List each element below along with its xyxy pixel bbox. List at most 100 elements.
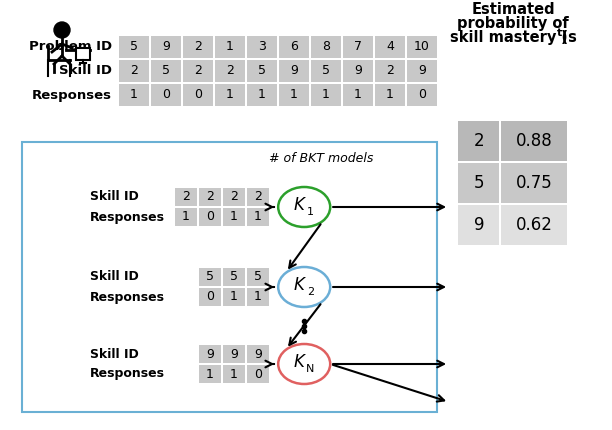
FancyBboxPatch shape <box>223 288 245 306</box>
Text: 2: 2 <box>206 190 214 203</box>
Text: 0: 0 <box>162 89 170 101</box>
Text: 0: 0 <box>206 211 214 224</box>
Text: 1: 1 <box>307 207 314 217</box>
Text: skill mastery (s: skill mastery (s <box>450 30 577 45</box>
Text: # of BKT models: # of BKT models <box>269 152 373 165</box>
Text: 1: 1 <box>226 89 234 101</box>
FancyBboxPatch shape <box>247 345 269 363</box>
Text: probability of: probability of <box>457 16 569 31</box>
FancyBboxPatch shape <box>247 188 269 206</box>
Circle shape <box>54 22 70 38</box>
Text: 0: 0 <box>254 368 262 381</box>
Text: Skill ID: Skill ID <box>90 347 139 360</box>
Text: Skill ID: Skill ID <box>59 64 112 77</box>
FancyBboxPatch shape <box>223 345 245 363</box>
FancyBboxPatch shape <box>311 84 341 106</box>
FancyBboxPatch shape <box>247 288 269 306</box>
FancyBboxPatch shape <box>151 84 181 106</box>
Text: 9: 9 <box>418 64 426 77</box>
FancyBboxPatch shape <box>199 365 221 383</box>
FancyBboxPatch shape <box>183 36 213 58</box>
Text: 7: 7 <box>354 40 362 53</box>
FancyBboxPatch shape <box>151 60 181 82</box>
FancyBboxPatch shape <box>183 60 213 82</box>
Ellipse shape <box>278 344 330 384</box>
Text: 2: 2 <box>386 64 394 77</box>
Text: 0: 0 <box>206 291 214 304</box>
Text: 1: 1 <box>230 368 238 381</box>
Text: 9: 9 <box>354 64 362 77</box>
FancyBboxPatch shape <box>311 36 341 58</box>
Text: 1: 1 <box>226 40 234 53</box>
Text: Responses: Responses <box>90 291 165 304</box>
Text: 4: 4 <box>386 40 394 53</box>
FancyBboxPatch shape <box>215 36 245 58</box>
Text: 1: 1 <box>354 89 362 101</box>
FancyBboxPatch shape <box>343 84 373 106</box>
Ellipse shape <box>278 267 330 307</box>
FancyBboxPatch shape <box>76 48 90 60</box>
Text: Skill ID: Skill ID <box>90 190 139 203</box>
Text: ): ) <box>561 30 567 45</box>
FancyBboxPatch shape <box>458 121 499 161</box>
Text: 9: 9 <box>474 216 484 234</box>
FancyBboxPatch shape <box>375 84 405 106</box>
FancyBboxPatch shape <box>247 365 269 383</box>
FancyBboxPatch shape <box>501 163 567 203</box>
FancyBboxPatch shape <box>458 163 499 203</box>
Text: 3: 3 <box>258 40 266 53</box>
Text: 1: 1 <box>254 291 262 304</box>
FancyBboxPatch shape <box>22 142 437 412</box>
Text: 2: 2 <box>130 64 138 77</box>
FancyBboxPatch shape <box>119 84 149 106</box>
FancyBboxPatch shape <box>215 60 245 82</box>
Text: 2: 2 <box>230 190 238 203</box>
Text: 1: 1 <box>230 211 238 224</box>
Text: Responses: Responses <box>90 211 165 224</box>
Text: 1: 1 <box>206 368 214 381</box>
Text: 1: 1 <box>130 89 138 101</box>
FancyBboxPatch shape <box>199 208 221 226</box>
FancyBboxPatch shape <box>343 36 373 58</box>
Text: 1: 1 <box>322 89 330 101</box>
FancyBboxPatch shape <box>247 36 277 58</box>
Text: 0.62: 0.62 <box>515 216 553 234</box>
Text: Skill ID: Skill ID <box>90 270 139 283</box>
Text: K: K <box>294 276 305 294</box>
Text: 5: 5 <box>230 270 238 283</box>
Text: 8: 8 <box>322 40 330 53</box>
FancyBboxPatch shape <box>407 36 437 58</box>
Text: 9: 9 <box>254 347 262 360</box>
FancyBboxPatch shape <box>199 268 221 286</box>
Text: 5: 5 <box>322 64 330 77</box>
FancyBboxPatch shape <box>215 84 245 106</box>
FancyBboxPatch shape <box>279 60 309 82</box>
Text: Problem ID: Problem ID <box>29 40 112 53</box>
Text: 2: 2 <box>226 64 234 77</box>
Text: 6: 6 <box>290 40 298 53</box>
FancyBboxPatch shape <box>175 188 197 206</box>
FancyBboxPatch shape <box>223 365 245 383</box>
FancyBboxPatch shape <box>279 84 309 106</box>
Text: 5: 5 <box>162 64 170 77</box>
Text: 5: 5 <box>258 64 266 77</box>
Text: t: t <box>557 28 562 38</box>
FancyBboxPatch shape <box>119 36 149 58</box>
FancyBboxPatch shape <box>119 60 149 82</box>
FancyBboxPatch shape <box>375 60 405 82</box>
Text: Responses: Responses <box>32 89 112 101</box>
Text: 0.88: 0.88 <box>516 132 553 150</box>
Text: 5: 5 <box>130 40 138 53</box>
Text: 5: 5 <box>254 270 262 283</box>
FancyBboxPatch shape <box>223 208 245 226</box>
Text: Estimated: Estimated <box>471 2 555 17</box>
Text: 0: 0 <box>418 89 426 101</box>
FancyBboxPatch shape <box>375 36 405 58</box>
FancyBboxPatch shape <box>407 84 437 106</box>
Text: 5: 5 <box>206 270 214 283</box>
Text: 2: 2 <box>474 132 484 150</box>
Text: 5: 5 <box>474 174 484 192</box>
FancyBboxPatch shape <box>501 205 567 245</box>
FancyBboxPatch shape <box>223 268 245 286</box>
FancyBboxPatch shape <box>183 84 213 106</box>
